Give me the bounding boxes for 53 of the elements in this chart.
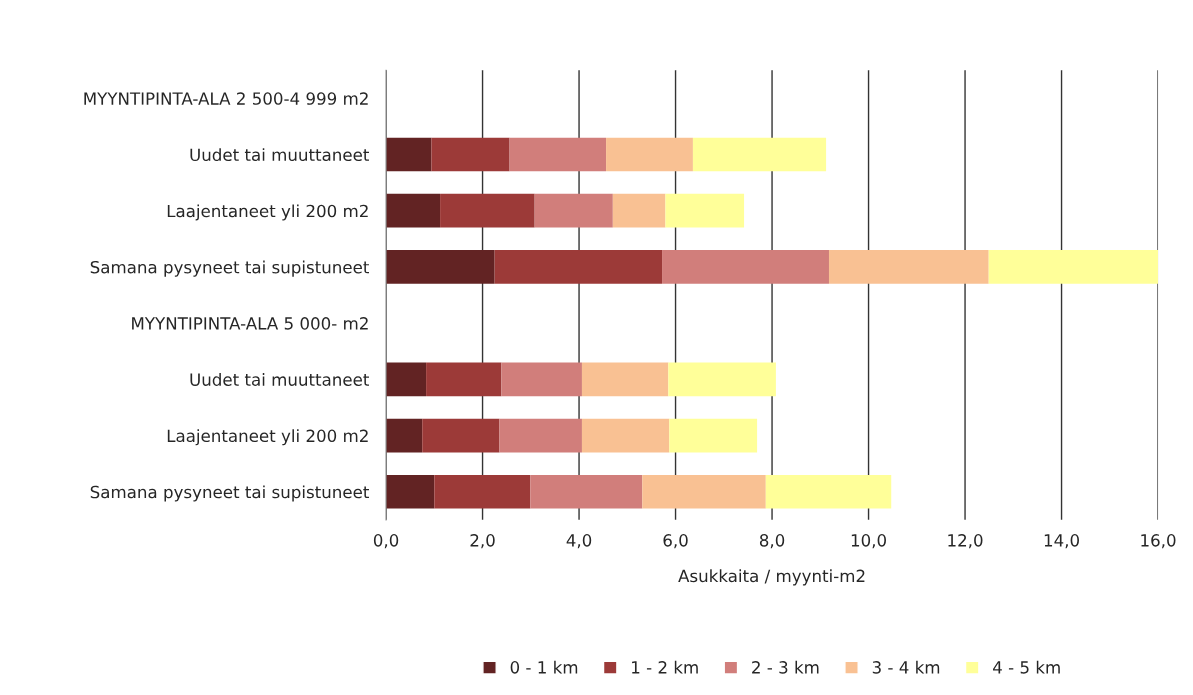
x-tick-label: 8,0 (759, 534, 785, 549)
x-tick-label: 16,0 (1141, 534, 1176, 549)
bar (534, 193, 613, 228)
x-axis-title: Asukkaita / myynti-m2 (678, 569, 865, 586)
bar (665, 193, 745, 228)
y-tick-label: Laajentaneet yli 200 m2 (167, 204, 368, 221)
bar (606, 137, 693, 172)
bar (431, 137, 510, 172)
x-tick-label: 4,0 (566, 534, 592, 549)
bar (642, 474, 766, 509)
bar (509, 137, 607, 172)
bar (662, 250, 829, 284)
bar (422, 418, 500, 453)
bar (765, 474, 892, 509)
x-tick-label: 2,0 (470, 534, 495, 549)
bar (386, 137, 432, 172)
bar (501, 362, 582, 397)
legend-label: 2 - 3 km (752, 660, 819, 674)
bar (581, 362, 669, 397)
legend-label: 4 - 5 km (993, 660, 1060, 674)
x-tick-label: 0,0 (373, 534, 399, 549)
bar (612, 193, 666, 228)
bar (440, 193, 535, 228)
bar (386, 474, 435, 509)
y-tick-label: MYYNTIPINTA-ALA 2 500-4 999 m2 (84, 92, 368, 105)
bar (581, 418, 670, 453)
bar (669, 418, 758, 453)
x-tick-label: 12,0 (948, 534, 983, 549)
bar (494, 250, 663, 284)
y-tick-label: Uudet tai muuttaneet (190, 148, 369, 162)
x-tick-label: 6,0 (663, 534, 688, 549)
legend-label: 1 - 2 km (632, 660, 698, 674)
bar (692, 137, 827, 172)
bar (386, 250, 495, 284)
bar (668, 362, 776, 397)
bar (988, 250, 1159, 284)
bar (386, 362, 427, 397)
y-tick-label: Samana pysyneet tai supistuneet (90, 260, 369, 277)
bar (386, 418, 423, 453)
bar (530, 474, 643, 509)
y-tick-label: Samana pysyneet tai supistuneet (90, 485, 369, 502)
bar (434, 474, 531, 509)
legend-label: 3 - 4 km (872, 660, 940, 674)
bar (426, 362, 502, 397)
y-tick-label: MYYNTIPINTA-ALA 5 000- m2 (132, 317, 368, 330)
x-tick-label: 10,0 (851, 534, 886, 549)
x-tick-label: 14,0 (1044, 534, 1079, 549)
y-tick-label: Laajentaneet yli 200 m2 (167, 429, 368, 446)
bar (499, 418, 582, 453)
legend-label: 0 - 1 km (510, 660, 578, 674)
bar (386, 193, 441, 228)
bar (828, 250, 989, 284)
y-tick-label: Uudet tai muuttaneet (190, 373, 369, 386)
